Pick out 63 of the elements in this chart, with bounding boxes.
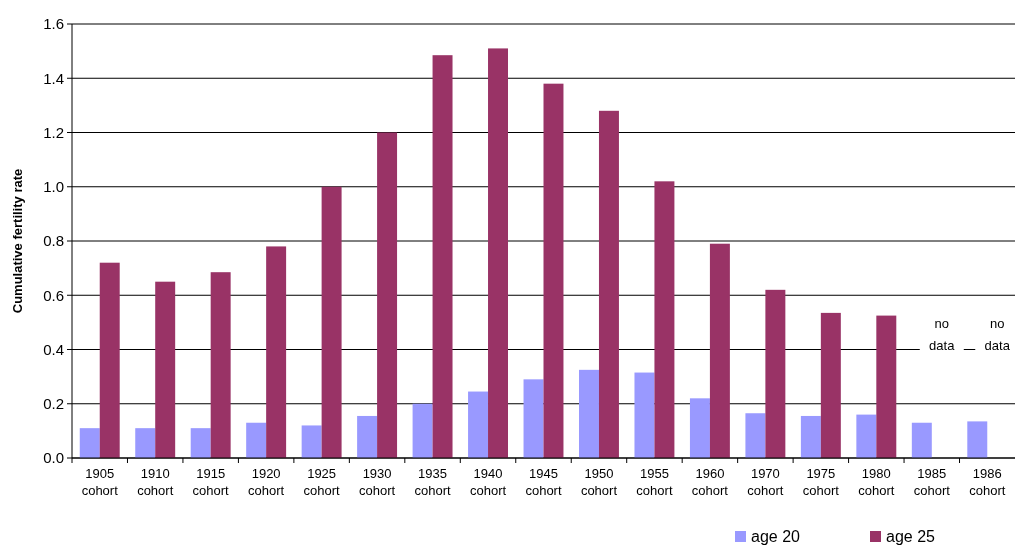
bar [967, 421, 988, 458]
y-tick-label: 1.4 [43, 69, 64, 87]
bar [523, 379, 544, 458]
bar [321, 186, 342, 458]
x-tick-label: 1986 cohort [969, 466, 1006, 498]
bar [135, 428, 156, 458]
bar [488, 48, 508, 458]
bar [709, 243, 730, 458]
bar [856, 414, 877, 458]
x-tick-label: 1945 cohort [525, 466, 562, 498]
bar [745, 413, 766, 458]
bar [598, 110, 619, 458]
bar [543, 83, 564, 458]
bar [155, 281, 176, 458]
bar [911, 422, 932, 458]
bar [468, 391, 489, 458]
y-tick-label: 0.4 [43, 340, 64, 358]
bar [654, 181, 675, 458]
bar [689, 398, 710, 458]
bar [99, 262, 120, 458]
bar [765, 289, 786, 458]
bar [377, 132, 398, 458]
bar [800, 415, 821, 458]
x-tick-label: 1975 cohort [802, 466, 840, 498]
y-tick-label: 0.2 [43, 395, 64, 412]
y-tick-label: 0.6 [43, 286, 64, 304]
bar [301, 425, 322, 458]
x-tick-label: 1930 cohort [359, 466, 396, 498]
x-tick-label: 1955 cohort [636, 466, 673, 498]
bar [210, 272, 231, 458]
bar [579, 369, 599, 458]
x-tick-label: 1935 cohort [414, 466, 452, 498]
bar [266, 246, 287, 458]
y-axis-title: Cumulative fertility rate [10, 168, 25, 314]
bar [246, 422, 267, 458]
x-tick-label: 1980 cohort [858, 466, 895, 498]
x-tick-label: 1970 cohort [747, 466, 784, 498]
x-tick-label: 1940 cohort [469, 466, 507, 498]
x-tick-label: 1950 cohort [580, 466, 618, 498]
annotation: no data [984, 315, 1011, 353]
bar [357, 415, 378, 458]
x-tick-label: 1985 cohort [913, 466, 951, 498]
bar [634, 372, 655, 458]
y-tick-label: 0.8 [43, 232, 64, 250]
y-tick-label: 1.2 [43, 123, 64, 141]
x-tick-label: 1920 cohort [248, 466, 285, 498]
bar [79, 428, 100, 458]
y-tick-label: 1.6 [43, 15, 64, 33]
bar [820, 312, 841, 458]
x-tick-label: 1910 cohort [137, 466, 174, 498]
bar [412, 403, 433, 458]
x-tick-label: 1915 cohort [192, 466, 230, 498]
bar [190, 428, 211, 458]
y-tick-label: 1.0 [43, 178, 64, 195]
annotation: no data [929, 315, 956, 353]
x-tick-label: 1960 cohort [691, 466, 729, 498]
legend-label: age 25 [886, 528, 936, 545]
x-tick-label: 1925 cohort [303, 466, 341, 498]
bar [432, 55, 453, 458]
y-tick-label: 0.0 [43, 449, 64, 467]
bar [876, 315, 897, 458]
x-tick-label: 1905 cohort [81, 466, 119, 498]
legend-label: age 20 [751, 528, 801, 545]
